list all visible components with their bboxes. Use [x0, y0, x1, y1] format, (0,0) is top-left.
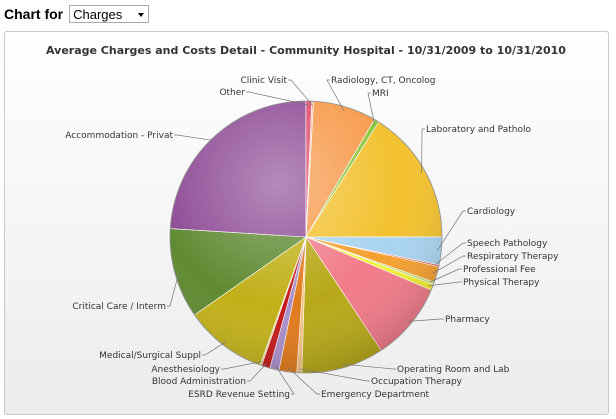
leader-line [421, 128, 425, 174]
leader-line [367, 92, 375, 125]
leader-line [288, 367, 320, 395]
leader-line [275, 365, 295, 395]
slice-label: Pharmacy [445, 315, 490, 325]
leader-line [167, 272, 180, 307]
slice-label: Clinic Visit [241, 76, 288, 86]
slice-label: Professional Fee [463, 265, 536, 275]
slice-label: Cardiology [467, 207, 516, 217]
leader-line [174, 134, 216, 142]
leader-line [437, 210, 466, 251]
pie-slice-accommodation-privat[interactable] [169, 100, 307, 238]
chart-selector-bar: Chart for Charges [0, 0, 616, 28]
leader-line [429, 268, 462, 283]
pie-outline [169, 100, 443, 374]
slice-label: Laboratory and Patholo [426, 125, 531, 135]
slice-label: Blood Administration [152, 377, 246, 387]
leader-line [288, 79, 313, 106]
leader-line [342, 363, 396, 370]
slice-label: Medical/Surgical Suppl [99, 351, 201, 361]
leader-line [221, 361, 263, 370]
leader-line [246, 91, 309, 106]
leader-line [326, 79, 345, 111]
leader-line [247, 362, 268, 382]
slice-label: Emergency Department [321, 390, 430, 400]
slice-label: MRI [372, 89, 389, 99]
chart-type-select-value: Charges [73, 7, 123, 22]
slice-label: Critical Care / Interm [72, 302, 166, 312]
chart-title: Average Charges and Costs Detail - Commu… [46, 44, 566, 57]
slice-label: ESRD Revenue Setting [188, 390, 290, 400]
leader-line [202, 341, 226, 356]
slice-label: Accommodation - Privat [65, 131, 173, 141]
slice-label: Physical Therapy [463, 278, 540, 288]
leader-line [299, 368, 370, 382]
leader-line [428, 281, 462, 287]
slice-label: Other [219, 88, 245, 98]
leader-line [432, 255, 466, 274]
slice-label: Operating Room and Lab [397, 365, 510, 375]
chevron-down-icon [138, 13, 145, 17]
slice-label: Occupation Therapy [371, 377, 463, 387]
leader-line [407, 318, 444, 322]
chart-for-label: Chart for [4, 6, 64, 22]
slice-label: Anesthesiology [151, 365, 220, 375]
slice-label: Respiratory Therapy [467, 252, 559, 262]
slice-label: Speech Pathology [467, 239, 548, 249]
chart-type-select[interactable]: Charges [69, 5, 150, 23]
slice-label: Radiology, CT, Oncolog [331, 76, 436, 86]
leader-line [434, 242, 466, 266]
